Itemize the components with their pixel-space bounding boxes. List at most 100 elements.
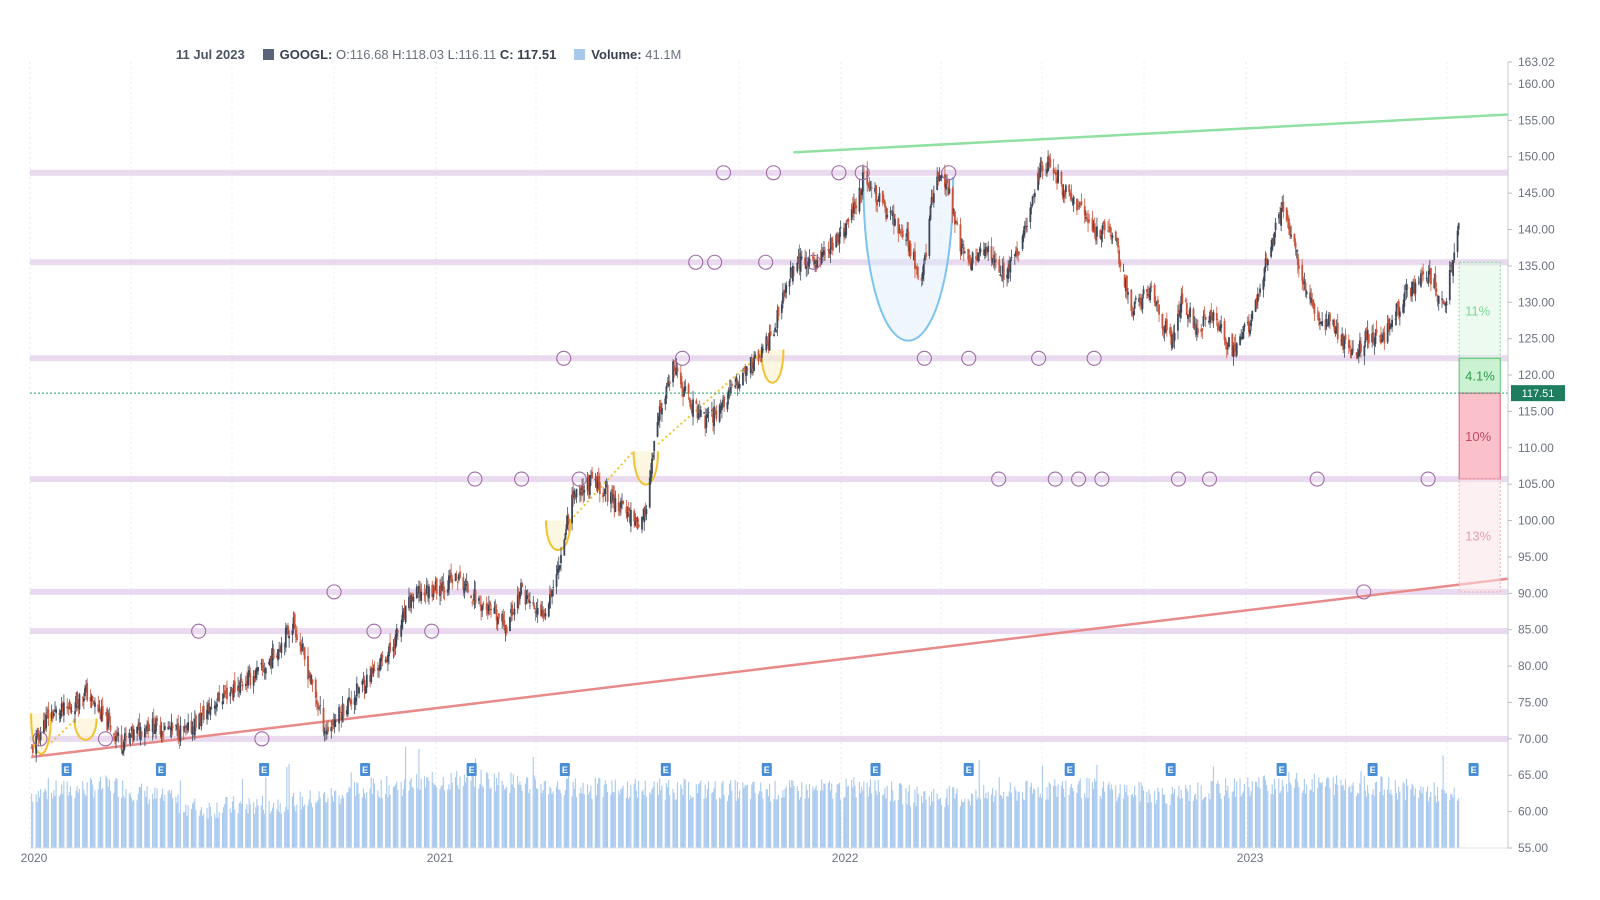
volume-bar [387,797,389,848]
volume-bar [814,788,816,848]
candle-body [582,486,585,496]
candle-body [583,490,586,493]
candle-body [464,583,467,587]
volume-bar [836,784,838,848]
volume-bar [397,790,399,848]
candle-body [867,183,870,187]
volume-bar [985,792,987,848]
candle-body [948,188,951,194]
candle-body [820,252,823,264]
volume-bar [443,790,445,848]
volume-bar [752,782,754,848]
volume-bar [1003,791,1005,848]
candle-body [396,630,399,633]
volume-bar [1021,792,1024,848]
candle-body [1394,318,1397,320]
volume-bar [1343,790,1345,848]
candle-body [744,370,747,374]
volume-bar [233,796,235,848]
volume-bar [147,804,149,848]
volume-bar [711,792,713,848]
candle-body [1161,314,1164,329]
volume-bar [136,800,138,848]
candle-body [454,573,457,581]
volume-bar [963,802,965,848]
volume-bar [1240,796,1242,848]
candle-body [371,669,374,675]
candle-body [125,735,127,738]
volume-bar [1109,789,1111,848]
candle-body [925,252,927,257]
candle-body [613,494,616,509]
volume-bar [595,795,598,848]
volume-bar [820,790,822,848]
candle-body [1103,222,1106,231]
candle-body [1188,314,1190,317]
candle-body [566,515,569,525]
candle-body [541,610,544,615]
candle-body [1053,170,1056,171]
candle-body [1397,301,1400,315]
candle-body [916,266,919,275]
volume-bar [54,795,56,848]
candle-body [224,690,227,692]
candle-body [766,339,769,345]
candle-body [441,584,444,591]
candle-body [55,709,58,713]
candle-body [1310,297,1312,303]
candle-body [161,734,164,736]
candle-body [1079,202,1082,205]
candle-body [633,510,636,522]
volume-bar [891,781,893,848]
volume-bar [1450,793,1452,848]
candle-body [899,231,902,233]
candle-body [431,584,434,598]
candle-body [76,691,79,705]
candle-body [146,724,149,732]
candle-body [1138,297,1140,302]
candle-body [459,571,461,578]
volume-bar [744,784,746,848]
candle-body [1111,235,1114,238]
candle-body [1016,248,1018,256]
candle-body [1366,329,1369,341]
candle-body [37,729,40,738]
candle-body [932,193,935,203]
volume-bar [395,784,397,848]
candle-body [339,711,342,713]
volume-bar [1018,791,1020,848]
candle-body [952,209,955,211]
candle-body [232,684,235,698]
volume-bar [1270,793,1272,848]
candle-body [586,478,589,491]
volume-bar [1100,798,1102,848]
volume-bar [1372,789,1374,848]
candle-body [1441,298,1443,300]
candle-body [697,413,700,418]
volume-bar [722,780,724,848]
volume-bar [1108,781,1110,848]
volume-bar [675,799,677,848]
volume-bar [622,785,624,848]
candle-body [736,379,739,389]
candle-body [1457,223,1460,230]
volume-bar [186,815,188,848]
candle-body [129,735,132,737]
volume-bar [1007,796,1009,848]
volume-bar [773,798,775,848]
candle-body [463,587,466,593]
volume-bar [979,799,981,848]
candle-body [667,381,670,387]
candle-body [1417,281,1420,283]
candle-body [1157,299,1159,304]
candle-body [412,596,415,602]
stop-zone-near [1458,392,1501,480]
volume-bar [892,790,894,848]
volume-bar [1340,779,1342,848]
volume-bar [581,793,583,848]
candle-body [434,581,437,590]
candle-body [611,489,613,502]
candle-body [1032,193,1035,196]
volume-bar [851,779,853,848]
